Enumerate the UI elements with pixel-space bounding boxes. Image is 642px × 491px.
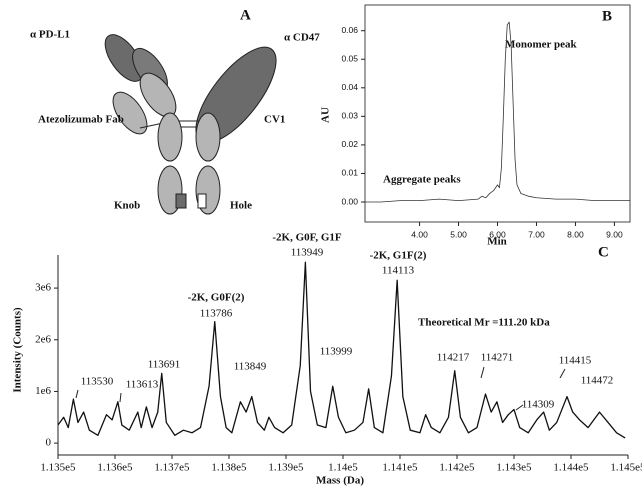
diagram-label: α CD47 <box>284 32 320 44</box>
x-tick-label: 8.00 <box>567 229 584 239</box>
y-axis-label: AU <box>320 107 332 123</box>
peak-label: 113530 <box>81 376 114 388</box>
peak-label: 114415 <box>559 355 592 367</box>
y-tick-label: 0.04 <box>341 82 358 92</box>
x-axis-label: Mass (Da) <box>316 475 364 487</box>
annotation: Aggregate peaks <box>383 174 461 186</box>
y-tick-label: 0.03 <box>341 111 358 121</box>
leader-line <box>119 392 122 403</box>
leader-line <box>480 366 485 379</box>
ch2 <box>195 112 221 162</box>
x-tick-label: 1.136e5 <box>97 462 133 474</box>
panel-label: C <box>598 244 609 260</box>
x-tick-label: 1.135e5 <box>40 462 76 474</box>
diagram-label: Hole <box>230 200 252 212</box>
y-tick-label: 2e6 <box>35 333 51 345</box>
y-axis-label: Intensity (Counts) <box>12 307 24 393</box>
y-tick-label: 0.05 <box>341 54 358 64</box>
x-tick-label: 1.138e5 <box>211 462 247 474</box>
x-tick-label: 1.139e5 <box>268 462 304 474</box>
diagram-label: Knob <box>114 200 140 212</box>
x-tick-label: 9.00 <box>606 229 623 239</box>
peak-label: 114271 <box>481 352 514 364</box>
peak-label: 113999 <box>320 346 353 358</box>
peak-label: 114472 <box>581 375 614 387</box>
x-tick-label: 6.00 <box>489 229 506 239</box>
leader-line <box>75 389 79 399</box>
diagram-label: CV1 <box>264 114 285 126</box>
annotation: -2K, G1F(2) <box>370 250 427 262</box>
data-line <box>57 261 626 439</box>
x-tick-label: 7.00 <box>528 229 545 239</box>
fab-cl <box>112 91 148 135</box>
knob <box>175 193 187 209</box>
x-tick-label: 1.14e5 <box>328 462 358 474</box>
y-tick-label: 3e6 <box>35 282 51 294</box>
data-line <box>365 21 630 203</box>
x-tick-label: 4.00 <box>411 229 428 239</box>
peak-label: 113949 <box>291 247 324 259</box>
x-tick-label: 1.141e5 <box>382 462 418 474</box>
y-tick-label: 0 <box>46 437 52 449</box>
leader-line <box>559 368 566 379</box>
x-axis-label: Min <box>487 236 507 248</box>
peak-label: 114113 <box>382 265 415 277</box>
y-tick-label: 0.06 <box>341 25 358 35</box>
peak-label: 114309 <box>522 399 555 411</box>
y-tick-label: 0.00 <box>341 196 358 206</box>
y-tick-label: 1e6 <box>35 385 51 397</box>
annotation: Theoretical Mr =111.20 kDa <box>418 317 550 329</box>
x-tick-label: 1.144e5 <box>553 462 589 474</box>
peak-label: 113849 <box>234 361 267 373</box>
y-tick-label: 0.02 <box>341 139 358 149</box>
peak-label: 113786 <box>200 308 233 320</box>
antibody-diagram <box>104 34 277 215</box>
panel-label: B <box>602 8 612 24</box>
peak-label: 114217 <box>437 352 470 364</box>
annotation: -2K, G0F(2) <box>188 292 245 304</box>
x-tick-label: 1.137e5 <box>154 462 190 474</box>
ch2 <box>157 112 183 162</box>
panel-label: A <box>240 7 251 23</box>
annotation: -2K, G0F, G1F <box>272 232 342 244</box>
peak-label: 113613 <box>126 379 159 391</box>
plot-frame <box>364 4 631 223</box>
diagram-label: α PD-L1 <box>30 29 70 41</box>
x-tick-label: 1.142e5 <box>439 462 475 474</box>
annotation: Monomer peak <box>505 39 577 51</box>
peak-label: 113691 <box>148 359 181 371</box>
diagram-label: Atezolizumab Fab <box>38 114 124 126</box>
y-tick-label: 0.01 <box>341 168 358 178</box>
x-tick-label: 1.145e5 <box>610 462 642 474</box>
x-tick-label: 1.143e5 <box>496 462 532 474</box>
leader-line <box>515 404 524 411</box>
x-tick-label: 5.00 <box>450 229 467 239</box>
hole <box>197 193 207 209</box>
